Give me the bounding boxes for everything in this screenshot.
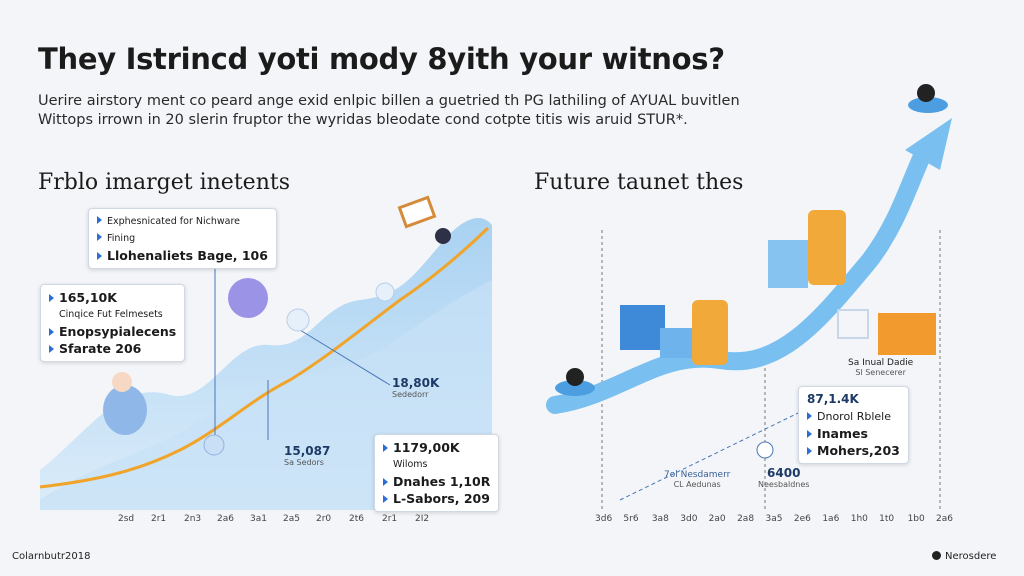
x-label: 2t6 bbox=[349, 514, 364, 524]
label: Sa Inual Dadie Sl Senecerer bbox=[848, 358, 913, 377]
callout-line: Enopsypialecens bbox=[49, 323, 176, 340]
x-label: 1a6 bbox=[822, 514, 840, 524]
x-label: 2a0 bbox=[708, 514, 726, 524]
x-label: 2r1 bbox=[151, 514, 167, 524]
label: 18,80K Sededorr bbox=[392, 376, 439, 399]
callout: 1179,00K Wiloms Dnahes 1,10R L-Sabors, 2… bbox=[374, 434, 500, 512]
x-label: 2sd bbox=[118, 514, 135, 524]
x-label: 3a8 bbox=[651, 514, 669, 524]
callout-line: 165,10K bbox=[49, 289, 176, 306]
x-label: 3a1 bbox=[250, 514, 267, 524]
callout-line: Mohers,203 bbox=[807, 442, 900, 459]
callout-line: Dnahes 1,10R bbox=[383, 473, 490, 490]
plant bbox=[566, 368, 584, 386]
footer-label: Nerosdere bbox=[945, 551, 997, 562]
x-label: 1h0 bbox=[850, 514, 868, 524]
icon-circle bbox=[228, 278, 268, 318]
callout-line: Exphesnicated for Nichware bbox=[97, 213, 268, 230]
section-heading: Frblo imarget inetents bbox=[38, 170, 290, 195]
label-text: Neesbaldnes bbox=[758, 480, 810, 489]
frame bbox=[837, 309, 869, 339]
callout-line: 87,1.4K bbox=[807, 392, 859, 406]
callout: Exphesnicated for Nichware Fining Llohen… bbox=[88, 208, 277, 269]
plant bbox=[917, 84, 935, 102]
coin-stack bbox=[692, 300, 728, 365]
label-text: CL Aedunas bbox=[673, 480, 721, 489]
callout: 165,10K Cinqice Fut Felmesets Enopsypial… bbox=[40, 284, 186, 362]
gift-box bbox=[620, 305, 665, 350]
x-label: 2a5 bbox=[283, 514, 300, 524]
x-label: 1t0 bbox=[879, 514, 895, 524]
gift-box bbox=[768, 240, 808, 288]
label: 7ol Nesdamerr CL Aedunas bbox=[664, 470, 730, 489]
label-value: 6400 bbox=[767, 466, 801, 480]
x-label: 2r1 bbox=[382, 514, 398, 524]
figure-head bbox=[435, 228, 451, 244]
label-text: Sa Inual Dadie bbox=[848, 358, 914, 368]
sign bbox=[397, 195, 437, 229]
icon-circle bbox=[375, 282, 395, 302]
label-text: 7ol Nesdamerr bbox=[664, 470, 731, 480]
label-text: Sa Sedors bbox=[284, 458, 324, 467]
figure bbox=[103, 385, 147, 435]
bowl bbox=[908, 97, 948, 113]
subtitle: Uerire airstory ment co peard ange exid … bbox=[38, 93, 740, 109]
callout-line: Wiloms bbox=[393, 459, 428, 470]
x-label: 2a6 bbox=[217, 514, 234, 524]
label-text: Sl Senecerer bbox=[855, 368, 906, 377]
icon-circle bbox=[286, 308, 310, 332]
footer-icon bbox=[932, 551, 941, 560]
x-label: 3a5 bbox=[765, 514, 783, 524]
trend-line bbox=[39, 226, 490, 489]
x-label: 2a6 bbox=[936, 514, 953, 524]
icon-circle bbox=[203, 434, 225, 456]
label-value: 15,087 bbox=[284, 444, 331, 458]
pointer bbox=[299, 329, 391, 386]
callout-line: Sfarate 206 bbox=[49, 340, 176, 357]
gift-box bbox=[878, 313, 936, 355]
coin-stack bbox=[808, 210, 846, 285]
footer-text: Nerosdere bbox=[932, 551, 996, 562]
label-text: Sededorr bbox=[392, 390, 429, 399]
callout-line: L-Sabors, 209 bbox=[383, 490, 490, 507]
callout-line: 1179,00K bbox=[383, 439, 490, 456]
x-label: 3d6 bbox=[595, 514, 613, 524]
label: 6400 Neesbaldnes bbox=[758, 466, 809, 489]
callout-line: Fining bbox=[97, 230, 268, 247]
callout-line: Llohenaliets Bage, 106 bbox=[97, 247, 268, 264]
callout-line: Cinqice Fut Felmesets bbox=[59, 309, 163, 320]
x-label: 1b0 bbox=[907, 514, 925, 524]
subtitle: Wittops irrown in 20 slerin fruptor the … bbox=[38, 112, 688, 128]
growth-arrow bbox=[546, 141, 934, 414]
callout-line: Inames bbox=[807, 425, 900, 442]
x-label: 2n3 bbox=[184, 514, 202, 524]
label-value: 18,80K bbox=[392, 376, 440, 390]
footer-text: Colarnbutr2018 bbox=[12, 551, 91, 562]
title: They Istrincd yoti mody 8yith your witno… bbox=[38, 42, 725, 76]
x-label: 2e6 bbox=[793, 514, 811, 524]
arrow-head bbox=[905, 118, 952, 170]
figure-head bbox=[112, 372, 132, 392]
callout-line: Dnorol Rblele bbox=[807, 408, 900, 425]
x-label: 3d0 bbox=[680, 514, 698, 524]
x-label: 2I2 bbox=[415, 514, 430, 524]
x-label: 5r6 bbox=[623, 514, 639, 524]
section-heading: Future taunet thes bbox=[534, 170, 744, 195]
x-label: 2r0 bbox=[316, 514, 332, 524]
x-label: 2a8 bbox=[737, 514, 755, 524]
label: 15,087 Sa Sedors bbox=[284, 444, 330, 467]
bowl bbox=[555, 380, 595, 396]
callout: 87,1.4K Dnorol Rblele Inames Mohers,203 bbox=[798, 386, 909, 464]
icon-circle bbox=[756, 441, 774, 459]
